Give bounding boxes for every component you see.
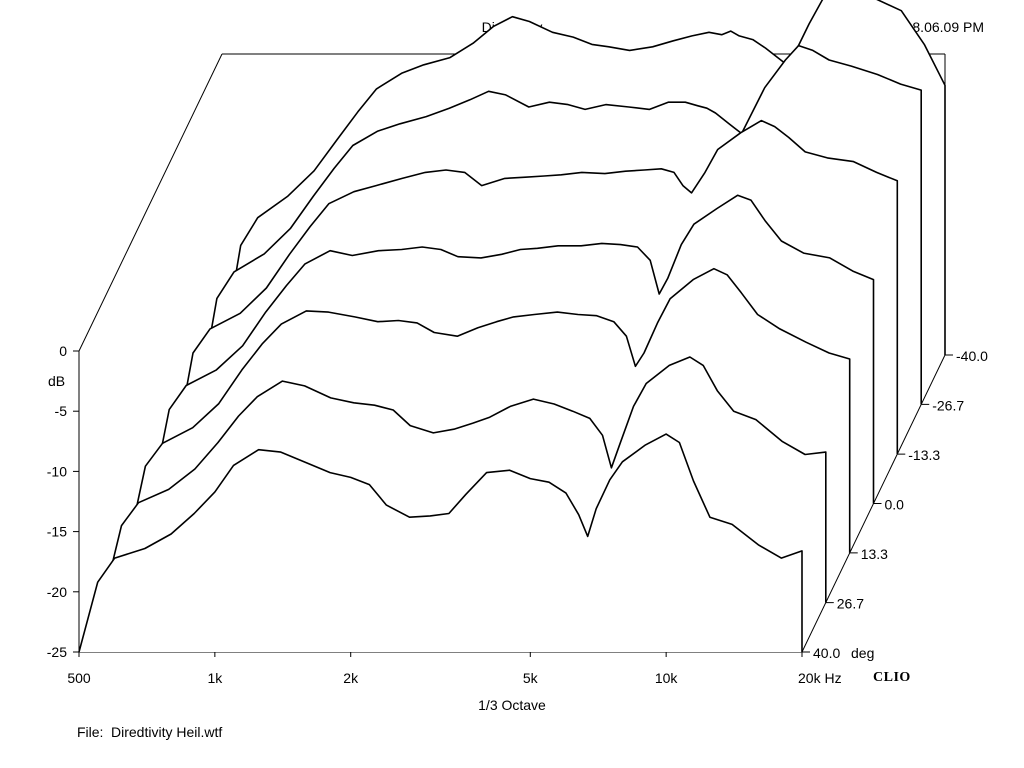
y-tick-label: -5 <box>55 403 68 419</box>
y-axis-label: dB <box>48 373 66 389</box>
x-axis-label: 1/3 Octave <box>478 697 546 713</box>
y-tick-label: -25 <box>47 644 67 660</box>
z-tick-label: -26.7 <box>932 397 964 413</box>
z-axis-label: deg <box>851 645 874 661</box>
z-tick-label: -13.3 <box>908 447 940 463</box>
x-tick-label: 20k Hz <box>798 670 842 686</box>
x-tick-label: 10k <box>655 670 679 686</box>
x-tick-label: 5k <box>523 670 539 686</box>
series-line-13_3 <box>125 267 851 554</box>
brand-logo: CLIO <box>873 670 911 685</box>
z-tick-label: 0.0 <box>885 497 905 513</box>
z-tick-label: -40.0 <box>956 348 988 364</box>
y-tick-label: -20 <box>47 584 67 600</box>
series-line-0 <box>149 194 875 504</box>
x-tick-label: 2k <box>343 670 359 686</box>
series-line--13_3 <box>173 119 899 455</box>
x-tick-label: 1k <box>207 670 223 686</box>
file-label: File: <box>77 724 104 740</box>
x-tick-label: 500 <box>67 670 91 686</box>
y-tick-label: -10 <box>47 463 67 479</box>
z-tick-label: 13.3 <box>861 546 888 562</box>
file-name: Diredtivity Heil.wtf <box>111 724 223 740</box>
curve-fill-40 <box>79 434 802 652</box>
z-tick-label: 26.7 <box>837 596 864 612</box>
series-line--26_7 <box>197 44 922 405</box>
y-tick-label: 0 <box>59 343 67 359</box>
series-line-26_7 <box>102 356 827 603</box>
y-tick-label: -15 <box>47 524 67 540</box>
series-line-40 <box>78 433 803 653</box>
z-tick-label: 40.0 <box>813 645 840 661</box>
series-line--40 <box>221 0 946 356</box>
left-depth-edge <box>78 53 223 352</box>
